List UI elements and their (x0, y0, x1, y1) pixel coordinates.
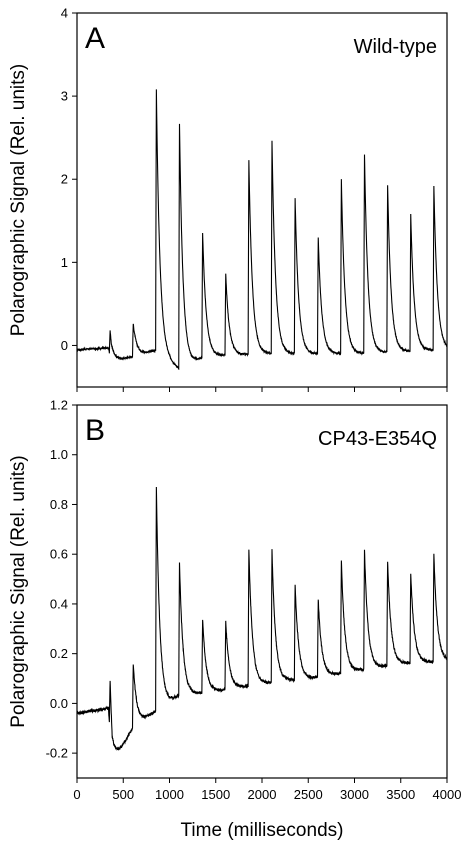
panel-b-ylabel: Polarographic Signal (Rel. units) (8, 455, 29, 727)
panel-b-label: CP43-E354Q (318, 428, 437, 450)
x-tick-label: 2500 (294, 787, 323, 802)
panel-a-letter: A (85, 22, 105, 55)
panel-a-ticks: 0 1 2 3 4 (61, 6, 448, 392)
y-tick-label: 1.2 (50, 398, 68, 413)
x-tick-label: 4000 (433, 787, 462, 802)
x-tick-label: 500 (112, 787, 134, 802)
y-tick-label: 0.0 (50, 696, 68, 711)
panel-b-trace (76, 487, 448, 752)
x-tick-label: 0 (73, 787, 80, 802)
panel-a-frame (76, 12, 448, 388)
y-tick-label: 3 (61, 89, 68, 104)
y-tick-label: 0.2 (50, 646, 68, 661)
y-tick-label: 0.6 (50, 547, 68, 562)
x-tick-label: 2000 (248, 787, 277, 802)
panel-a-trace (76, 89, 448, 371)
x-axis-label: Time (milliseconds) (181, 820, 344, 841)
panel-a: 0 1 2 3 4 A Wild-type Polarographic Signal (… (8, 6, 448, 392)
panel-a-label: Wild-type (354, 36, 437, 58)
y-tick-label: 4 (61, 6, 68, 21)
x-tick-label: 1000 (155, 787, 184, 802)
panel-a-ylabel: Polarographic Signal (Rel. units) (8, 64, 29, 336)
x-tick-label: 1500 (201, 787, 230, 802)
x-tick-label: 3500 (386, 787, 415, 802)
panel-b-ticks: -0.2 0.0 0.2 0.4 0.6 0.8 1.0 1.2 0 500 1000 1500 200… (46, 398, 462, 803)
y-tick-label: 1.0 (50, 447, 68, 462)
y-tick-label: 0.8 (50, 497, 68, 512)
y-tick-label: 2 (61, 172, 68, 187)
y-tick-label: -0.2 (46, 746, 68, 761)
panel-b: -0.2 0.0 0.2 0.4 0.6 0.8 1.0 1.2 0 500 1000 1500 200… (8, 398, 461, 842)
x-tick-label: 3000 (340, 787, 369, 802)
panel-b-letter: B (85, 414, 105, 447)
y-tick-label: 0.4 (50, 596, 68, 611)
y-tick-label: 1 (61, 255, 68, 270)
y-tick-label: 0 (61, 338, 68, 353)
